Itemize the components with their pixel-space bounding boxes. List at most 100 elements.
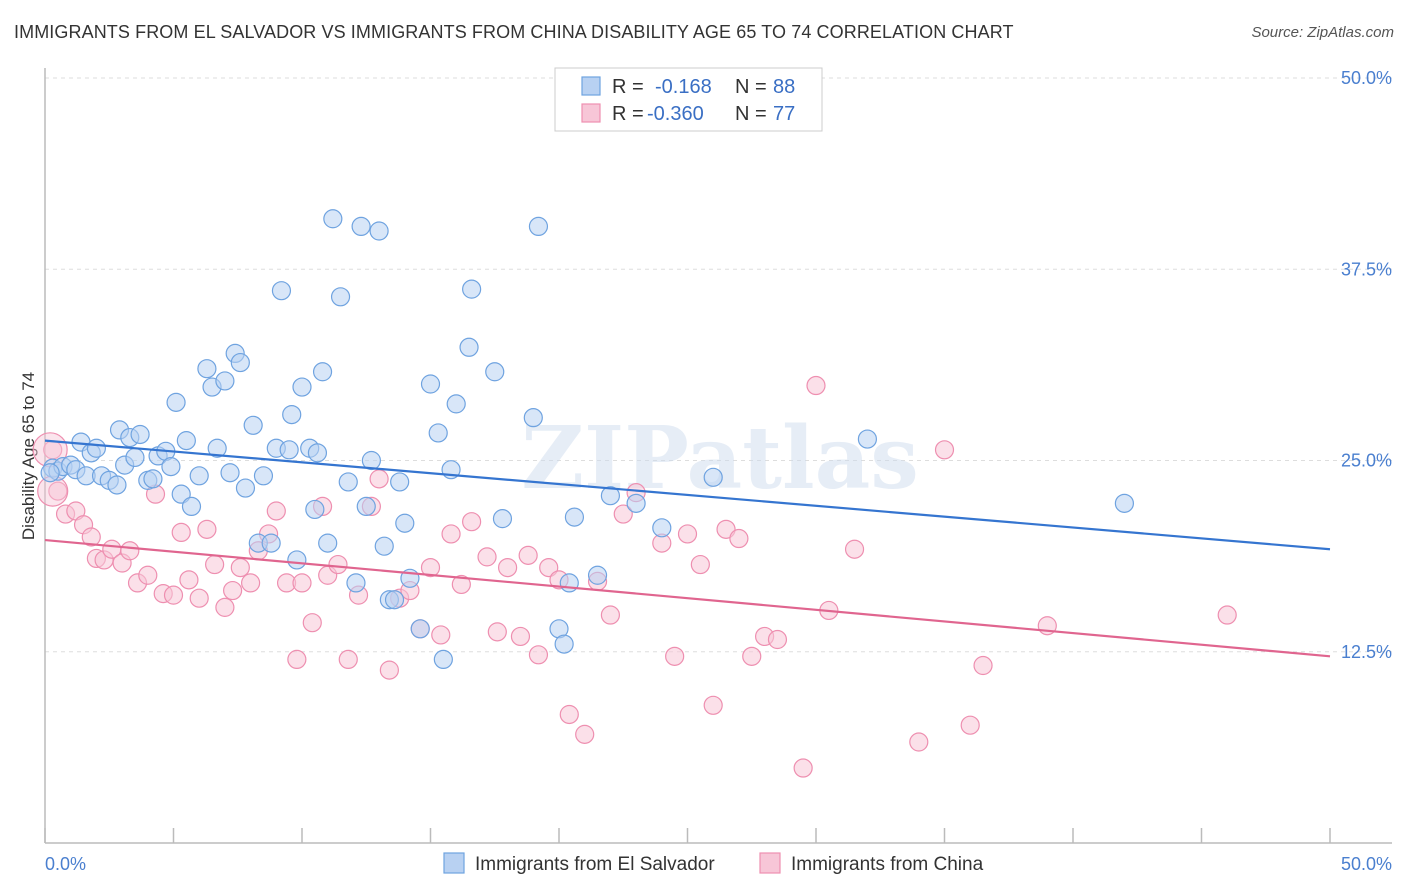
el-salvador-point [253,466,274,486]
bottom-legend-swatch-china [759,852,781,874]
china-point [510,626,531,647]
china-point [518,545,538,565]
el-salvador-point [318,533,338,553]
el-salvador-point [410,619,430,639]
bottom-legend-swatch-el-salvador [443,852,465,874]
el-salvador-point [587,565,608,585]
china-point [677,524,698,544]
el-salvador-point [554,634,574,654]
legend-n-value-blue: 88 [773,76,795,98]
el-salvador-point [528,216,549,237]
el-salvador-point [287,550,307,570]
china-point [287,649,307,670]
china-point [81,527,101,547]
y-tick-label: 50.0% [1341,68,1392,88]
el-salvador-point [428,423,448,443]
el-salvador-point [395,513,415,533]
el-salvador-point [235,478,256,498]
legend-r-label-pink: R = [612,103,644,125]
legend-r-label-blue: R = [612,76,644,98]
el-salvador-point [492,509,513,529]
el-salvador-point [703,467,723,487]
el-salvador-point [197,359,217,379]
y-tick-label: 37.5% [1341,259,1392,279]
el-salvador-point [559,573,579,593]
china-point [302,613,322,633]
china-point [215,597,235,617]
china-point [793,758,813,778]
china-point [613,504,633,524]
el-salvador-point [433,649,453,670]
el-salvador-point [143,469,163,489]
china-point [844,539,865,559]
el-salvador-point [207,438,227,458]
el-salvador-point [600,486,621,506]
el-salvador-point [330,287,351,307]
china-point [138,565,158,585]
el-salvador-point [459,337,479,357]
y-tick-labels: 12.5% 25.0% 37.5% 50.0% [1341,68,1392,662]
el-salvador-point [176,431,196,451]
legend-r-value-blue: -0.168 [655,76,712,98]
y-tick-label: 25.0% [1341,451,1392,471]
china-point [909,732,929,752]
china-point [729,528,749,549]
china-point [575,724,595,744]
el-salvador-point [564,507,585,527]
el-salvador-point [390,472,410,492]
x-tick-label-max: 50.0% [1341,854,1392,874]
el-salvador-point [356,496,376,516]
el-salvador-point [171,484,191,504]
china-point [498,557,518,578]
el-salvador-point [181,496,202,516]
legend-r-value-pink: -0.360 [647,103,704,125]
el-salvador-point [125,447,145,468]
el-salvador-point [446,394,466,414]
el-salvador-point [107,475,127,495]
el-salvador-point [361,450,381,471]
watermark: ZIPatlas [521,408,919,509]
bottom-legend-label-el-salvador: Immigrants from El Salvador [475,854,715,875]
el-salvador-point [261,533,281,553]
x-tick-label-min: 0.0% [45,854,86,874]
el-salvador-point [626,493,646,513]
china-point [241,573,261,593]
china-point [477,547,497,567]
legend: R = -0.168 N = 88 R = -0.360 N = 77 [554,67,823,132]
x-ticks [44,828,1331,843]
china-point [960,715,980,735]
el-salvador-point [230,352,250,373]
el-salvador-point [215,371,235,391]
china-point [806,375,826,396]
el-salvador-point [161,457,181,477]
china-point [431,625,451,645]
el-salvador-point [338,472,358,492]
china-point [338,649,358,670]
el-salvador-point [346,573,366,593]
legend-n-value-pink: 77 [773,103,795,125]
china-point [120,541,140,561]
china-point [369,469,389,489]
el-salvador-point [374,536,394,556]
china-point [223,580,243,601]
china-point [487,622,507,642]
el-salvador-point [652,518,672,538]
y-axis-label: Disability Age 65 to 74 [19,372,38,540]
china-point [197,519,217,539]
china-point [266,501,286,521]
el-salvador-point [243,415,263,435]
china-point [665,646,685,666]
el-salvador-point [857,429,878,449]
china-point [703,695,723,715]
china-point [179,570,199,590]
source-label: Source: ZipAtlas.com [1251,24,1394,41]
el-salvador-point [307,443,328,463]
china-point [767,629,788,650]
el-salvador-point [312,362,333,382]
china-point [539,557,559,578]
el-salvador-point [279,440,299,460]
legend-n-label-blue: N = [735,76,767,98]
el-salvador-trend-line [44,439,1331,551]
china-point [379,660,399,680]
el-salvador-point [351,216,371,237]
